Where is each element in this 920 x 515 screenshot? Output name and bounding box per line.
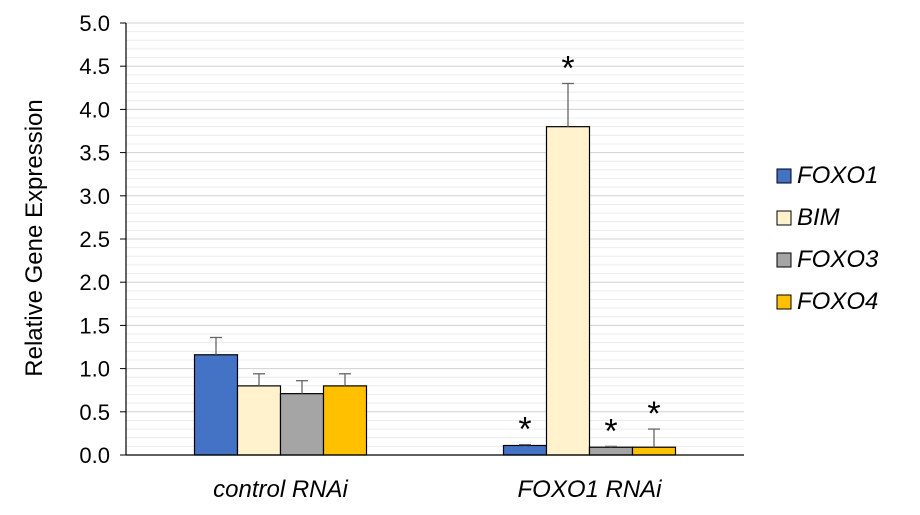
bar-foxo1	[193, 354, 239, 456]
y-tick-label: 3.0	[79, 184, 110, 209]
significance-marker: *	[604, 412, 617, 450]
y-tick-label: 0.0	[79, 443, 110, 468]
x-category-labels: control RNAi FOXO1 RNAi	[213, 476, 662, 503]
bar-foxo4	[631, 446, 677, 456]
y-tick-label: 0.5	[79, 400, 110, 425]
legend-label-foxo3: FOXO3	[797, 246, 879, 273]
legend-label-foxo4: FOXO4	[797, 288, 878, 315]
bars: * * * *	[193, 49, 677, 456]
legend: FOXO1 BIM FOXO3 FOXO4	[776, 162, 879, 315]
bar-foxo4	[322, 385, 368, 456]
x-category-label: FOXO1 RNAi	[517, 476, 662, 503]
significance-marker: *	[647, 395, 660, 433]
y-axis-label: Relative Gene Expression	[21, 99, 48, 376]
y-tick-label: 5.0	[79, 11, 110, 36]
bar-foxo3	[279, 393, 325, 456]
y-tick-label: 2.0	[79, 270, 110, 295]
y-tick-label: 4.0	[79, 97, 110, 122]
legend-label-foxo1: FOXO1	[797, 162, 878, 189]
legend-swatch-foxo1	[776, 168, 792, 184]
significance-marker: *	[518, 411, 531, 449]
y-tick-label: 2.5	[79, 227, 110, 252]
bar-bim	[545, 126, 591, 456]
bar-bim	[236, 385, 282, 456]
legend-swatch-bim	[776, 210, 792, 226]
significance-marker: *	[561, 49, 574, 87]
y-tick-labels: 0.0 0.5 1.0 1.5 2.0 2.5 3.0 3.5 4.0 4.5 5.0	[79, 11, 126, 468]
legend-swatch-foxo4	[776, 294, 792, 310]
legend-swatch-foxo3	[776, 252, 792, 268]
y-tick-label: 4.5	[79, 54, 110, 79]
y-tick-label: 3.5	[79, 141, 110, 166]
y-tick-label: 1.0	[79, 357, 110, 382]
legend-label-bim: BIM	[797, 204, 840, 231]
y-tick-label: 1.5	[79, 313, 110, 338]
x-category-label: control RNAi	[213, 476, 348, 503]
